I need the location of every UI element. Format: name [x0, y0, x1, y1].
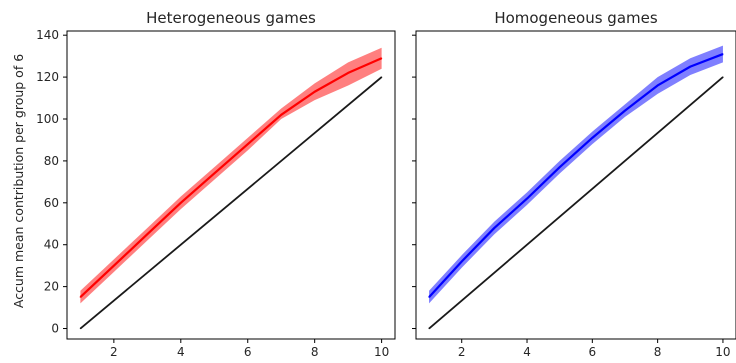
- axes-frame: [415, 30, 736, 340]
- data-point: [657, 84, 659, 87]
- y-tick-label: 140: [36, 28, 59, 42]
- x-tick-label: 2: [458, 345, 466, 359]
- y-tick-label: 120: [36, 70, 59, 84]
- data-point: [493, 227, 495, 229]
- series-line: [79, 57, 383, 298]
- y-axis-label: Accum mean contribution per group of 6: [11, 54, 26, 308]
- x-tick-label: 2: [110, 345, 118, 359]
- confidence-band: [80, 47, 382, 304]
- axes-frame: [66, 30, 396, 340]
- data-point: [347, 72, 349, 74]
- data-point: [689, 66, 691, 68]
- y-tick-label: 20: [44, 280, 59, 294]
- data-point: [559, 166, 561, 168]
- x-tick-label: 4: [177, 345, 185, 359]
- data-point: [624, 110, 626, 112]
- reference-line: [79, 76, 383, 330]
- data-point: [314, 91, 316, 93]
- x-tick-label: 8: [654, 345, 662, 359]
- y-tick-label: 0: [51, 322, 59, 336]
- plot-area: [79, 47, 383, 330]
- data-point: [722, 53, 724, 55]
- chart-title: Heterogeneous games: [146, 9, 316, 27]
- reference-line: [428, 76, 724, 330]
- data-point: [381, 57, 383, 59]
- plot-area: [428, 45, 724, 330]
- panel-homogeneous: Homogeneous games 2 4 6 8 10: [412, 9, 736, 359]
- y-tick-label: 60: [44, 196, 59, 210]
- data-point: [722, 76, 724, 78]
- data-point: [428, 296, 430, 298]
- y-tick-label: 40: [44, 238, 59, 252]
- x-tick-label: 6: [589, 345, 597, 359]
- y-tick-label: 100: [36, 112, 59, 126]
- data-point: [280, 114, 282, 116]
- data-point: [79, 296, 81, 298]
- data-point: [247, 143, 249, 145]
- data-point: [113, 265, 115, 267]
- data-point: [428, 327, 430, 330]
- data-point: [591, 137, 593, 139]
- data-point: [381, 76, 383, 78]
- data-point: [146, 233, 148, 235]
- data-point: [526, 198, 528, 200]
- data-point: [213, 172, 215, 175]
- y-tick-label: 80: [44, 154, 59, 168]
- x-tick-label: 6: [244, 345, 252, 359]
- chart-title: Homogeneous games: [494, 9, 658, 27]
- x-tick-label: 4: [523, 345, 531, 359]
- x-tick-label: 10: [715, 345, 730, 359]
- series-line: [428, 53, 724, 298]
- data-point: [461, 260, 463, 263]
- x-tick-label: 8: [311, 345, 319, 359]
- x-tick-label: 10: [374, 345, 389, 359]
- data-point: [79, 327, 81, 330]
- data-point: [180, 202, 182, 204]
- confidence-band: [429, 45, 723, 304]
